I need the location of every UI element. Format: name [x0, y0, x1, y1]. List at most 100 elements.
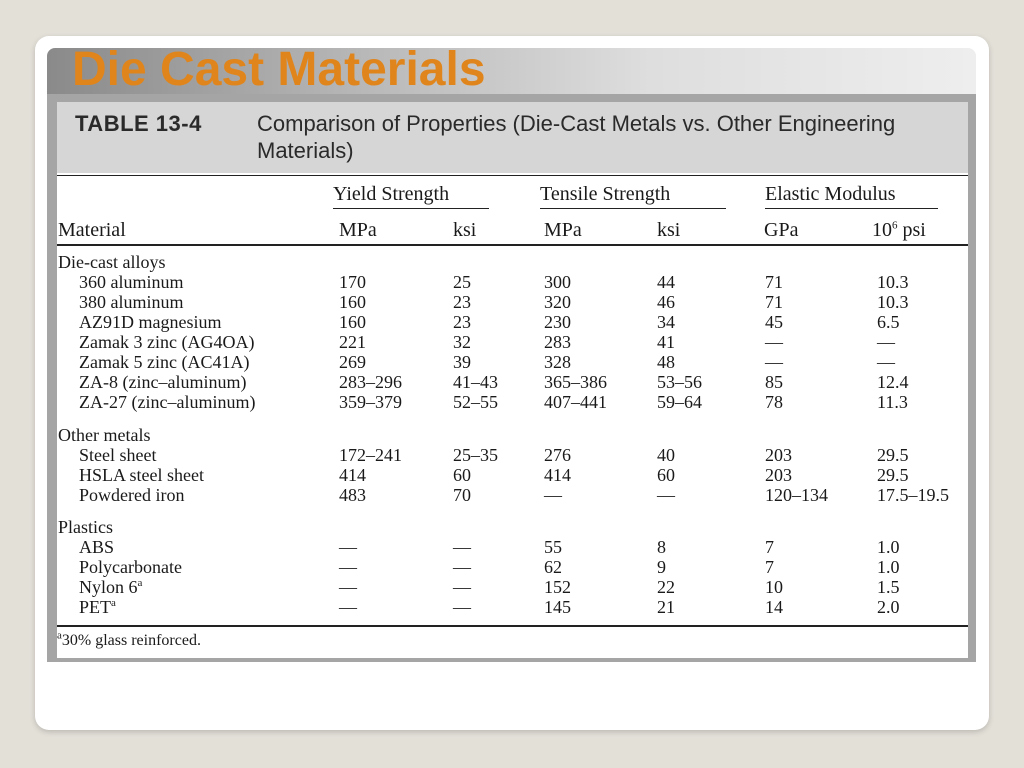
cell-yield-ksi-value: — — [453, 597, 471, 617]
cell-material: Nylon 6a — [79, 577, 142, 597]
cell-modulus-psi: 10.3 — [877, 272, 909, 292]
cell-modulus-gpa: — — [765, 332, 783, 352]
cell-material-value: Steel sheet — [79, 445, 157, 465]
cell-tensile-mpa-value: 414 — [544, 465, 571, 485]
cell-material-value: ZA-8 (zinc–aluminum) — [79, 372, 247, 392]
cell-yield-ksi: — — [453, 597, 471, 617]
cell-yield-ksi-value: 25–35 — [453, 445, 498, 465]
table-row: ZA-27 (zinc–aluminum) 359–379 52–55 407–441… — [57, 392, 968, 412]
cell-yield-mpa-value: — — [339, 537, 357, 557]
cell-tensile-ksi: 22 — [657, 577, 675, 597]
table-row: PETa — — 145 21 14 2.0 — [57, 597, 968, 617]
cell-yield-mpa-value: 283–296 — [339, 372, 402, 392]
cell-modulus-psi-value: 11.3 — [877, 392, 908, 412]
cell-yield-ksi-value: 60 — [453, 465, 471, 485]
cell-yield-mpa: 160 — [339, 312, 366, 332]
psi-unit: psi — [897, 219, 926, 241]
cell-tensile-ksi-value: 53–56 — [657, 372, 702, 392]
footnote-ref: a — [137, 577, 143, 589]
table-row: Polycarbonate — — 62 9 7 1.0 — [57, 557, 968, 577]
cell-tensile-ksi-value: 8 — [657, 537, 666, 557]
cell-tensile-mpa: 145 — [544, 597, 571, 617]
cell-tensile-mpa: 283 — [544, 332, 571, 352]
cell-tensile-ksi-value: 48 — [657, 352, 675, 372]
cell-modulus-gpa: 71 — [765, 292, 783, 312]
cell-yield-ksi-value: 23 — [453, 312, 471, 332]
cell-material: Steel sheet — [79, 445, 156, 465]
cell-tensile-ksi: 41 — [657, 332, 675, 352]
cell-tensile-mpa-value: 230 — [544, 312, 571, 332]
cell-modulus-psi-value: 2.0 — [877, 597, 900, 617]
cell-yield-mpa-value: — — [339, 597, 357, 617]
cell-tensile-mpa: 55 — [544, 537, 562, 557]
cell-modulus-psi: 17.5–19.5 — [877, 485, 949, 505]
cell-material-value: 380 aluminum — [79, 292, 184, 312]
footnote-ref: a — [111, 597, 116, 609]
cell-tensile-mpa: — — [544, 485, 562, 505]
cell-material: 360 aluminum — [79, 272, 184, 292]
cell-material: Polycarbonate — [79, 557, 182, 577]
cell-tensile-mpa: 230 — [544, 312, 571, 332]
cell-tensile-mpa-value: 62 — [544, 557, 562, 577]
cell-modulus-psi: 29.5 — [877, 445, 909, 465]
cell-modulus-gpa-value: 10 — [765, 577, 783, 597]
cell-material-value: HSLA steel sheet — [79, 465, 204, 485]
cell-modulus-psi: — — [877, 332, 895, 352]
cell-yield-ksi: 60 — [453, 465, 471, 485]
cell-yield-ksi-value: — — [453, 537, 471, 557]
cell-modulus-gpa-value: 203 — [765, 465, 792, 485]
cell-yield-mpa: 170 — [339, 272, 366, 292]
cell-modulus-gpa-value: 45 — [765, 312, 783, 332]
cell-modulus-psi: 1.0 — [877, 557, 900, 577]
cell-material: ZA-8 (zinc–aluminum) — [79, 372, 246, 392]
header-elastic-modulus: Elastic Modulus — [765, 183, 896, 205]
cell-modulus-gpa-value: — — [765, 352, 783, 372]
cell-tensile-mpa: 300 — [544, 272, 571, 292]
cell-modulus-gpa-value: 85 — [765, 372, 783, 392]
table-row: 360 aluminum 170 25 300 44 71 10.3 — [57, 272, 968, 292]
col-header-yield-mpa: MPa — [339, 219, 377, 241]
cell-yield-mpa-value: 221 — [339, 332, 366, 352]
cell-modulus-psi-value: 29.5 — [877, 445, 909, 465]
cell-yield-mpa: 483 — [339, 485, 366, 505]
cell-tensile-ksi-value: 40 — [657, 445, 675, 465]
cell-tensile-ksi: — — [657, 485, 675, 505]
cell-yield-ksi: — — [453, 577, 471, 597]
cell-modulus-gpa: 78 — [765, 392, 783, 412]
cell-tensile-ksi-value: 34 — [657, 312, 675, 332]
cell-yield-mpa: 359–379 — [339, 392, 402, 412]
cell-modulus-gpa: 10 — [765, 577, 783, 597]
table-row: AZ91D magnesium 160 23 230 34 45 6.5 — [57, 312, 968, 332]
cell-modulus-gpa: 85 — [765, 372, 783, 392]
cell-material-value: Zamak 3 zinc (AG4OA) — [79, 332, 255, 352]
cell-tensile-ksi: 48 — [657, 352, 675, 372]
cell-tensile-ksi: 44 — [657, 272, 675, 292]
table-row: Steel sheet 172–241 25–35 276 40 203 29.5 — [57, 445, 968, 465]
table-caption-band: TABLE 13-4 Comparison of Properties (Die… — [57, 102, 968, 173]
cell-yield-ksi: 23 — [453, 312, 471, 332]
cell-yield-ksi-value: 70 — [453, 485, 471, 505]
cell-yield-mpa-value: 359–379 — [339, 392, 402, 412]
cell-material-value: ZA-27 (zinc–aluminum) — [79, 392, 256, 412]
cell-yield-ksi: 70 — [453, 485, 471, 505]
header-modulus-underline — [765, 208, 938, 209]
cell-yield-mpa: — — [339, 577, 357, 597]
table-footnote: a30% glass reinforced. — [57, 630, 201, 650]
cell-modulus-gpa-value: 71 — [765, 292, 783, 312]
cell-yield-ksi-value: 32 — [453, 332, 471, 352]
slide-title: Die Cast Materials — [72, 43, 486, 96]
cell-yield-mpa: 283–296 — [339, 372, 402, 392]
cell-modulus-psi-value: — — [877, 352, 895, 372]
title-bar — [47, 48, 976, 94]
cell-tensile-ksi-value: 9 — [657, 557, 666, 577]
cell-modulus-psi-value: 6.5 — [877, 312, 900, 332]
cell-material-value: PET — [79, 597, 112, 617]
cell-modulus-gpa-value: 7 — [765, 537, 774, 557]
table-caption: Comparison of Properties (Die-Cast Metal… — [257, 111, 896, 163]
cell-tensile-ksi-value: 46 — [657, 292, 675, 312]
cell-yield-ksi-value: — — [453, 577, 471, 597]
cell-tensile-ksi: 59–64 — [657, 392, 702, 412]
cell-modulus-psi: 29.5 — [877, 465, 909, 485]
cell-yield-ksi: 39 — [453, 352, 471, 372]
cell-yield-ksi-value: 52–55 — [453, 392, 498, 412]
